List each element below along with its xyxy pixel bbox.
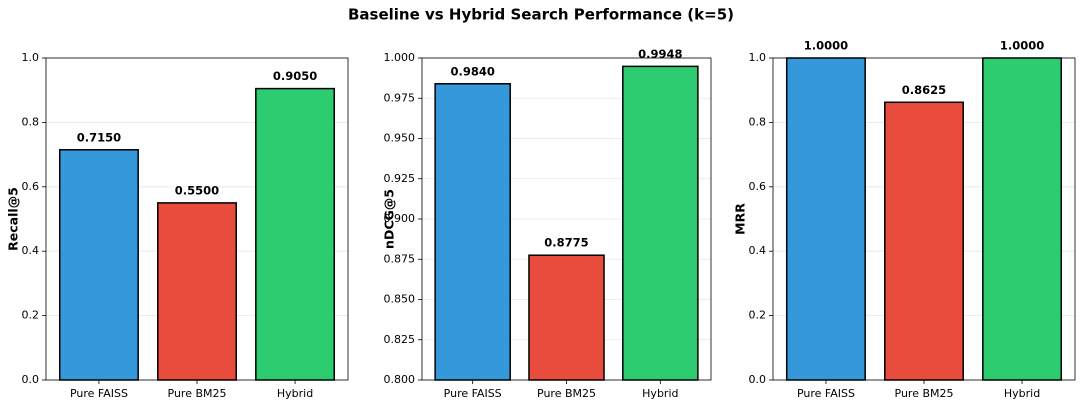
y-axis-label: Recall@5 xyxy=(6,187,21,251)
y-tick-label: 0.8 xyxy=(749,115,767,128)
y-tick-label: 0.6 xyxy=(749,180,767,193)
x-tick-label: Pure BM25 xyxy=(537,387,596,400)
y-tick-label: 0.925 xyxy=(384,172,416,185)
x-tick-label: Pure FAISS xyxy=(444,387,502,400)
y-tick-label: 0.4 xyxy=(749,244,767,257)
y-axis-label: nDCG@5 xyxy=(382,189,397,249)
plot-frame xyxy=(772,57,1076,381)
value-label: 0.8625 xyxy=(902,83,946,97)
y-axis-label: MRR xyxy=(733,203,748,235)
x-tick-label: Pure FAISS xyxy=(797,387,855,400)
y-tick-label: 0.8 xyxy=(22,115,40,128)
x-tick-label: Pure FAISS xyxy=(70,387,128,400)
x-tick-label: Hybrid xyxy=(642,387,678,400)
y-tick-label: 1.0 xyxy=(749,51,767,64)
bar xyxy=(434,83,511,381)
value-label: 0.9840 xyxy=(450,64,494,78)
y-tick-label: 0.6 xyxy=(22,180,40,193)
x-tick-label: Pure BM25 xyxy=(895,387,954,400)
value-label: 0.8775 xyxy=(544,236,588,250)
y-tick-label: 0.950 xyxy=(384,132,416,145)
bar xyxy=(255,87,336,381)
bar xyxy=(884,101,964,381)
y-tick-label: 0.4 xyxy=(22,244,40,257)
y-tick-label: 0.875 xyxy=(384,252,416,265)
figure-title: Baseline vs Hybrid Search Performance (k… xyxy=(348,6,734,24)
x-tick-label: Pure BM25 xyxy=(168,387,227,400)
bar xyxy=(58,149,139,381)
x-tick-label: Hybrid xyxy=(1004,387,1040,400)
value-label: 0.9948 xyxy=(638,47,682,61)
bar xyxy=(982,57,1063,381)
value-label: 0.7150 xyxy=(77,130,121,144)
y-tick-label: 0.975 xyxy=(384,91,416,104)
plot-frame xyxy=(421,57,712,381)
y-tick-label: 0.2 xyxy=(749,309,767,322)
bar xyxy=(785,57,866,381)
x-tick-label: Hybrid xyxy=(277,387,313,400)
bar xyxy=(622,65,699,381)
value-label: 0.9050 xyxy=(273,69,317,83)
y-tick-label: 0.850 xyxy=(384,293,416,306)
y-tick-label: 0.0 xyxy=(749,373,767,386)
value-label: 1.0000 xyxy=(804,39,848,53)
bar xyxy=(157,202,237,381)
value-label: 1.0000 xyxy=(1000,39,1044,53)
y-tick-label: 0.0 xyxy=(22,373,40,386)
value-label: 0.5500 xyxy=(175,183,219,197)
bar xyxy=(528,254,605,381)
y-tick-label: 0.800 xyxy=(384,373,416,386)
y-tick-label: 1.0 xyxy=(22,51,40,64)
y-tick-label: 0.825 xyxy=(384,333,416,346)
plot-frame xyxy=(45,57,349,381)
y-tick-label: 0.2 xyxy=(22,309,40,322)
y-tick-label: 0.900 xyxy=(384,212,416,225)
y-tick-label: 1.000 xyxy=(384,51,416,64)
